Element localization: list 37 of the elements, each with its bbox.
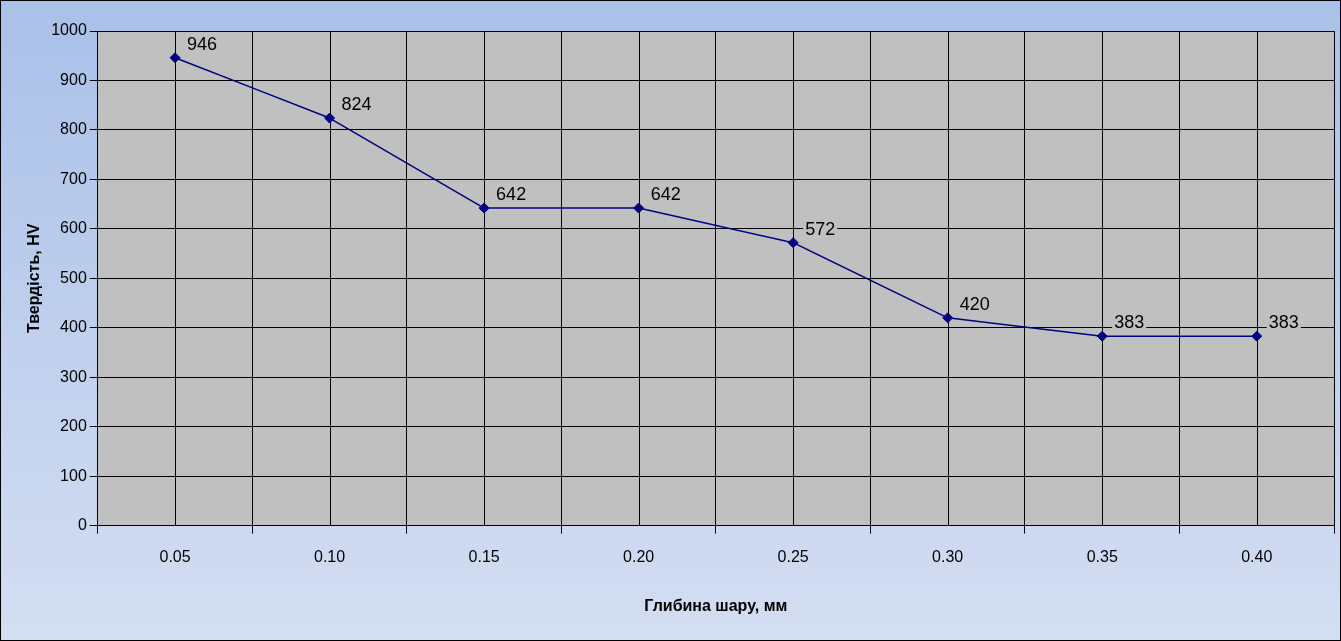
y-tick-label: 1000: [51, 21, 87, 39]
x-tick-label: 0.10: [314, 547, 346, 565]
point: [478, 202, 490, 214]
y-tick-label: 700: [60, 169, 87, 187]
point: [1251, 330, 1263, 342]
data-label: 383: [1268, 312, 1299, 333]
data-label: 642: [650, 184, 681, 205]
point: [633, 202, 645, 214]
point: [787, 237, 799, 249]
data-label: 642: [496, 184, 527, 205]
data-label: 946: [187, 33, 218, 54]
x-axis-title: Глибина шару, мм: [644, 596, 788, 614]
x-tick-label: 0.25: [777, 547, 809, 565]
point: [942, 312, 954, 324]
y-tick-label: 500: [60, 268, 87, 286]
x-tick-label: 0.20: [623, 547, 655, 565]
y-tick-label: 200: [60, 417, 87, 435]
y-tick-label: 0: [77, 516, 87, 534]
point: [324, 112, 336, 124]
x-tick-label: 0.05: [159, 547, 191, 565]
y-tick-label: 900: [60, 70, 87, 88]
y-tick-label: 600: [60, 219, 87, 237]
y-tick-label: 100: [60, 466, 87, 484]
point: [169, 52, 181, 64]
y-tick-label: 400: [60, 318, 87, 336]
data-label: 383: [1114, 312, 1145, 333]
x-tick-label: 0.35: [1086, 547, 1118, 565]
y-axis-title: Твердість, HV: [25, 223, 43, 333]
y-tick-label: 800: [60, 120, 87, 138]
data-label: 420: [959, 293, 990, 314]
data-label: 572: [805, 218, 836, 239]
data-label: 824: [341, 94, 372, 115]
y-tick-label: 300: [60, 367, 87, 385]
point: [1096, 330, 1108, 342]
x-tick-label: 0.30: [932, 547, 964, 565]
x-tick-label: 0.40: [1241, 547, 1273, 565]
x-tick-label: 0.15: [468, 547, 500, 565]
